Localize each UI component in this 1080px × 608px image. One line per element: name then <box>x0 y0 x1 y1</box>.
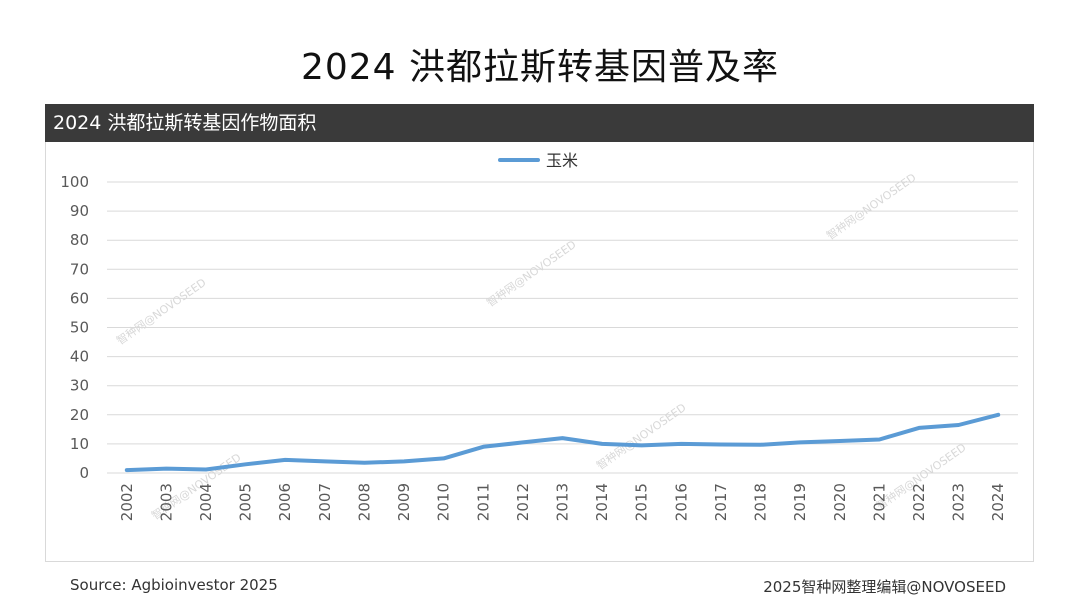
watermark-2: 智种网@NOVOSEED <box>824 170 919 242</box>
x-tick-label: 2022 <box>910 483 928 521</box>
x-tick-label: 2016 <box>672 483 690 521</box>
y-tick-label: 30 <box>70 377 89 395</box>
x-tick-label: 2023 <box>950 483 968 521</box>
x-tick-label: 2006 <box>276 483 294 521</box>
x-tick-label: 2021 <box>870 483 888 521</box>
x-tick-label: 2015 <box>633 483 651 521</box>
x-tick-label: 2010 <box>435 483 453 521</box>
y-tick-label: 0 <box>79 464 89 482</box>
x-tick-label: 2008 <box>355 483 373 521</box>
y-tick-label: 50 <box>70 319 89 337</box>
x-axis-ticks: 2002 2003 2004 2005 2006 2007 2008 2009 2010 2011… <box>118 483 1007 521</box>
y-tick-label: 100 <box>60 173 89 191</box>
watermark-0: 智种网@NOVOSEED <box>114 275 209 347</box>
chart-legend: 玉米 <box>498 151 578 170</box>
x-tick-label: 2005 <box>237 483 255 521</box>
chart-series <box>124 412 1001 473</box>
y-axis-ticks: 0 10 20 30 40 50 60 70 80 90 100 <box>60 173 89 482</box>
x-tick-label: 2014 <box>593 483 611 521</box>
x-tick-label: 2004 <box>197 483 215 521</box>
section-title-bar: 2024 洪都拉斯转基因作物面积 <box>45 104 1034 142</box>
y-tick-label: 10 <box>70 435 89 453</box>
y-tick-label: 60 <box>70 289 89 307</box>
x-tick-label: 2020 <box>831 483 849 521</box>
x-tick-label: 2024 <box>989 483 1007 521</box>
chart-frame <box>45 142 1034 562</box>
watermarks: 智种网@NOVOSEED智种网@NOVOSEED智种网@NOVOSEED智种网@… <box>114 170 969 522</box>
x-tick-label: 2003 <box>157 483 175 521</box>
y-tick-label: 70 <box>70 260 89 278</box>
y-tick-label: 20 <box>70 406 89 424</box>
y-tick-label: 80 <box>70 231 89 249</box>
x-tick-label: 2013 <box>554 483 572 521</box>
x-tick-label: 2007 <box>316 483 334 521</box>
chart-gridlines <box>107 181 1018 474</box>
x-tick-label: 2018 <box>752 483 770 521</box>
watermark-3: 智种网@NOVOSEED <box>594 400 689 472</box>
y-tick-label: 90 <box>70 202 89 220</box>
series-line-0 <box>124 412 1001 473</box>
x-tick-label: 2012 <box>514 483 532 521</box>
y-tick-label: 40 <box>70 348 89 366</box>
credit-note: 2025智种网整理编辑@NOVOSEED <box>763 578 1006 596</box>
x-tick-label: 2017 <box>712 483 730 521</box>
x-tick-label: 2009 <box>395 483 413 521</box>
x-tick-label: 2002 <box>118 483 136 521</box>
legend-label: 玉米 <box>546 151 578 170</box>
page-title: 2024 洪都拉斯转基因普及率 <box>300 47 780 88</box>
x-tick-label: 2019 <box>791 483 809 521</box>
x-tick-label: 2011 <box>474 483 492 521</box>
source-note: Source: Agbioinvestor 2025 <box>70 576 278 594</box>
